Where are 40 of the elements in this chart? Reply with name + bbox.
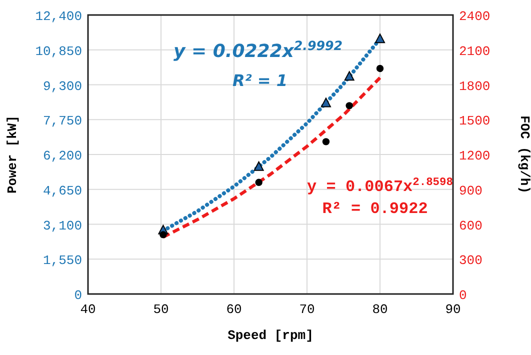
y2-axis-title: FOC (kg/h) [517, 115, 531, 194]
x-axis-title: Speed [rpm] [228, 328, 314, 343]
point [344, 71, 354, 81]
x-tick-label: 50 [153, 302, 169, 317]
annotation: y = 0.0067x$^{2.8598}$ [307, 177, 454, 196]
y2-tick-label: 1800 [459, 78, 490, 94]
y2-tick-label: 1200 [459, 148, 490, 164]
y2-tick-label: 900 [459, 183, 482, 198]
y-tick-label: 6,200 [42, 148, 82, 164]
y2-tick-label: 600 [459, 218, 482, 234]
y-axis-title: Power [kW] [5, 115, 20, 194]
point [346, 102, 353, 110]
point [254, 161, 264, 171]
point [376, 64, 384, 72]
y-tick-label: 7,750 [42, 114, 82, 129]
point [375, 34, 385, 44]
point [255, 178, 262, 186]
y2-tick-label: 0 [459, 288, 467, 303]
point [322, 138, 330, 146]
annotation: R² = 1 [232, 71, 288, 90]
y-tick-label: 4,650 [42, 183, 82, 198]
y-tick-label: 10,850 [35, 44, 82, 59]
y-tick-label: 0 [74, 288, 82, 303]
x-tick-label: 80 [372, 302, 388, 317]
y2-tick-label: 1500 [459, 114, 490, 129]
y2-tick-label: 300 [459, 253, 482, 268]
x-tick-label: 90 [445, 302, 461, 317]
annotation: R² = 0.9922 [322, 200, 428, 218]
x-tick-label: 40 [80, 302, 96, 317]
x-tick-label: 70 [299, 302, 315, 317]
x-tick-label: 60 [226, 302, 242, 317]
annotation: y = 0.0222x$^{2.9992}$ [173, 38, 343, 62]
point [320, 98, 331, 108]
y-tick-label: 1,550 [42, 253, 82, 268]
y2-tick-label: 2100 [459, 44, 490, 59]
y2-tick-label: 2400 [459, 9, 490, 24]
y-tick-label: 3,100 [42, 218, 82, 234]
y-tick-label: 9,300 [42, 78, 82, 94]
y-tick-label: 12,400 [35, 9, 82, 24]
point [160, 231, 167, 238]
